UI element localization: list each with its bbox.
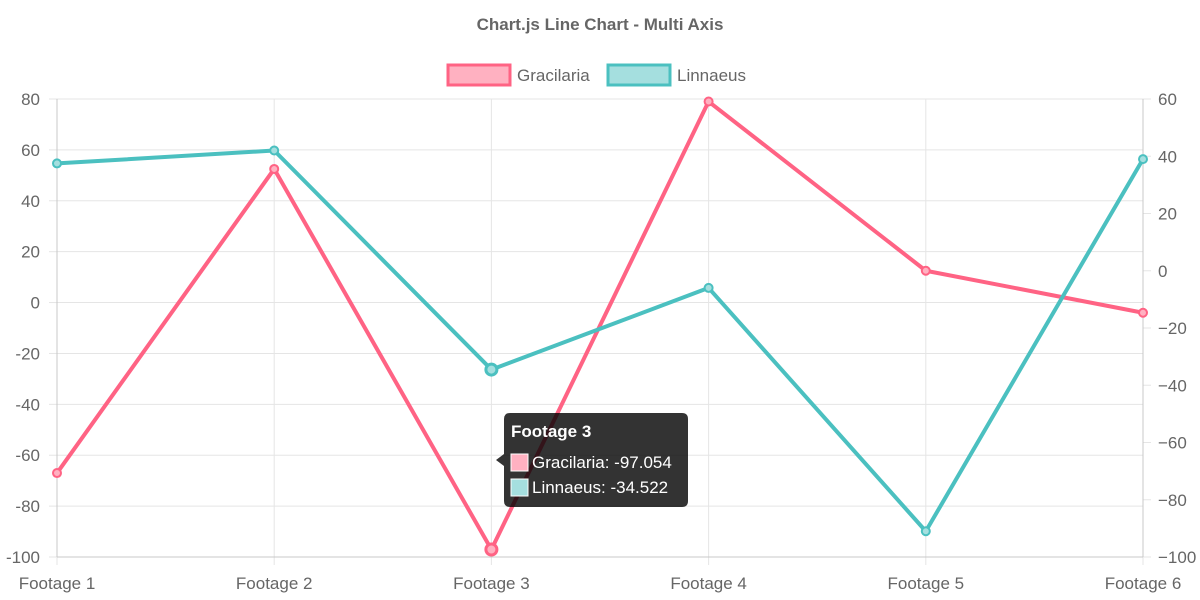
y-right-tick-label: −80 xyxy=(1158,491,1187,510)
legend-swatch-gracilaria xyxy=(446,63,512,87)
legend: Gracilaria Linnaeus xyxy=(446,63,746,87)
y-left-tick-label: 60 xyxy=(21,141,40,160)
x-tick-label: Footage 3 xyxy=(453,574,530,593)
data-point-gracilaria[interactable] xyxy=(484,542,499,557)
x-tick-label: Footage 1 xyxy=(19,574,96,593)
tooltip-title: Footage 3 xyxy=(511,422,591,441)
tooltip-box xyxy=(496,413,688,507)
y-right-tick-label: −60 xyxy=(1158,434,1187,453)
y-right-tick-label: 60 xyxy=(1158,90,1177,109)
x-tick-label: Footage 5 xyxy=(888,574,965,593)
data-point-gracilaria[interactable] xyxy=(269,163,280,174)
data-point-linnaeus[interactable] xyxy=(484,362,499,377)
y-right-tick-label: 40 xyxy=(1158,147,1177,166)
data-point-linnaeus[interactable] xyxy=(52,158,62,169)
data-point-gracilaria[interactable] xyxy=(1138,307,1148,318)
axes: 80 60 40 20 0 -20 -40 -60 -80 -100 60 40 20 0 −20 −40 −6… xyxy=(6,90,1196,593)
y-right-tick-label: 20 xyxy=(1158,205,1177,224)
chart-title: Chart.js Line Chart - Multi Axis xyxy=(477,15,724,34)
series-layer xyxy=(52,96,1148,557)
tooltip-swatch-linnaeus xyxy=(510,478,529,497)
y-left-tick-label: 0 xyxy=(31,294,40,313)
data-point-linnaeus[interactable] xyxy=(703,282,714,293)
y-left-tick-label: 80 xyxy=(21,90,40,109)
legend-label-gracilaria: Gracilaria xyxy=(517,66,590,85)
data-point-gracilaria[interactable] xyxy=(920,265,931,276)
y-left-tick-label: -40 xyxy=(15,395,40,414)
tooltip-line-gracilaria: Gracilaria: -97.054 xyxy=(532,453,672,472)
tooltip-line-linnaeus: Linnaeus: -34.522 xyxy=(532,478,668,497)
x-tick-label: Footage 2 xyxy=(236,574,313,593)
y-right-tick-label: −40 xyxy=(1158,376,1187,395)
data-point-gracilaria[interactable] xyxy=(52,468,62,479)
y-left-tick-label: -60 xyxy=(15,446,40,465)
data-point-linnaeus[interactable] xyxy=(269,145,280,156)
series-line-linnaeus xyxy=(56,148,1145,534)
tooltip: Footage 3 Gracilaria: -97.054 Linnaeus: … xyxy=(496,413,688,507)
x-tick-label: Footage 4 xyxy=(670,574,747,593)
x-tick-label: Footage 6 xyxy=(1105,574,1182,593)
legend-item-linnaeus[interactable]: Linnaeus xyxy=(606,63,746,87)
series-line-gracilaria xyxy=(55,99,1144,552)
y-right-tick-label: 0 xyxy=(1158,262,1167,281)
y-left-tick-label: -100 xyxy=(6,548,40,567)
y-left-tick-label: 40 xyxy=(21,192,40,211)
y-left-tick-label: 20 xyxy=(21,243,40,262)
tooltip-swatch-gracilaria xyxy=(510,453,529,472)
y-left-tick-label: -80 xyxy=(15,497,40,516)
data-point-linnaeus[interactable] xyxy=(1138,154,1148,165)
y-left-tick-label: -20 xyxy=(15,344,40,363)
legend-swatch-linnaeus xyxy=(606,63,672,87)
data-point-gracilaria[interactable] xyxy=(703,96,714,107)
y-right-tick-label: −100 xyxy=(1158,548,1196,567)
y-right-tick-label: −20 xyxy=(1158,319,1187,338)
legend-label-linnaeus: Linnaeus xyxy=(677,66,746,85)
data-point-linnaeus[interactable] xyxy=(920,526,931,537)
legend-item-gracilaria[interactable]: Gracilaria xyxy=(446,63,590,87)
